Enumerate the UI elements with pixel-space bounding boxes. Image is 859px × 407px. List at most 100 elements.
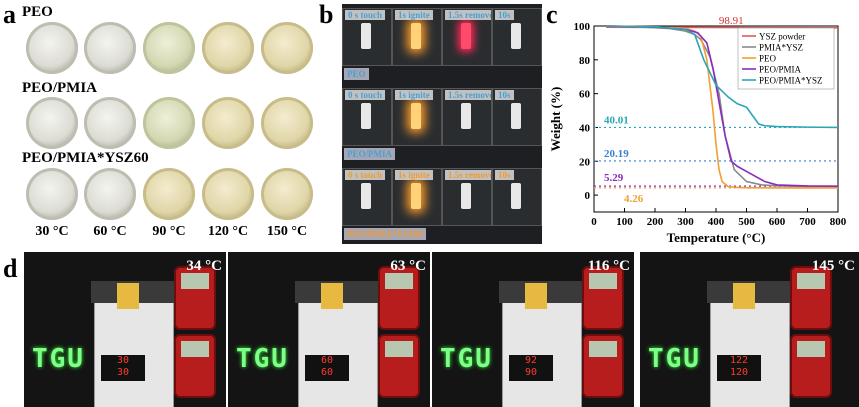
flame-test-frame: 10s xyxy=(492,88,542,146)
y-tick-label: 0 xyxy=(585,190,591,202)
petri-dish xyxy=(261,168,313,220)
flame-test-frame: 0 s touch xyxy=(342,88,392,146)
x-tick-label: 700 xyxy=(799,216,816,228)
hot-plate: 122 120 xyxy=(707,281,791,407)
petri-dish xyxy=(26,97,78,149)
y-tick-label: 20 xyxy=(579,156,591,168)
flame-test-grid: 0 s touch 1s ignite 1.5s remove 10s PEO 0 s t… xyxy=(342,4,542,244)
petri-dish xyxy=(143,22,195,74)
flame-sample-label: PEO/PMIA xyxy=(344,148,395,160)
y-tick-label: 100 xyxy=(574,21,591,33)
display-actual-value: 90 xyxy=(524,367,538,378)
dotted-level-label: 4.26 xyxy=(624,193,644,205)
petri-dish xyxy=(261,22,313,74)
flame-stage-label: 0 s touch xyxy=(345,170,386,180)
flame-test-frame: 1.5s remove xyxy=(442,88,492,146)
petri-dish xyxy=(84,22,136,74)
display-set-value: 92 xyxy=(524,355,538,366)
sample-film xyxy=(733,283,755,309)
led-sign: TGU xyxy=(648,344,701,374)
demo-temperature: 63 °C xyxy=(390,258,426,274)
hot-plate-display: 92 90 xyxy=(509,355,553,381)
ysz-value-label: 98.91 xyxy=(719,15,744,27)
petri-dish xyxy=(26,168,78,220)
flame-stage-label: 1.5s remove xyxy=(445,90,491,100)
panel-a-temp-4: 120 °C xyxy=(207,224,249,239)
flame-test-frame: 0 s touch xyxy=(342,8,392,66)
petri-dish xyxy=(84,97,136,149)
hot-plate: 92 90 xyxy=(499,281,583,407)
multimeter xyxy=(790,266,832,330)
petri-dish xyxy=(143,168,195,220)
x-tick-label: 500 xyxy=(738,216,755,228)
panel-a-temp-3: 90 °C xyxy=(152,224,186,239)
display-actual-value: 120 xyxy=(729,367,749,378)
tga-chart: 0 100 200 300 400 500 600 700 800 0 20 40 60 80 100 Tem… xyxy=(548,15,847,245)
flame-stage-label: 1s ignite xyxy=(395,10,433,20)
panel-a-temp-2: 60 °C xyxy=(93,224,127,239)
flame-stage-label: 0 s touch xyxy=(345,10,386,20)
display-set-value: 60 xyxy=(320,355,334,366)
hot-plate: 30 30 xyxy=(91,281,175,407)
x-tick-label: 0 xyxy=(591,216,597,228)
flame-test-frame: 10s xyxy=(492,168,542,226)
multimeter xyxy=(582,334,624,398)
x-tick-label: 400 xyxy=(708,216,725,228)
flame-test-frame: 1s ignite xyxy=(392,168,442,226)
x-tick-label: 200 xyxy=(647,216,664,228)
flame-test-frame: 1.5s remove xyxy=(442,8,492,66)
hot-plate: 60 60 xyxy=(295,281,379,407)
legend-entry: PEO xyxy=(759,54,777,64)
heating-demo-photo: 60 60 TGU 63 °C xyxy=(228,252,430,407)
led-sign: TGU xyxy=(32,344,85,374)
multimeter xyxy=(378,334,420,398)
display-actual-value: 60 xyxy=(320,367,334,378)
led-sign: TGU xyxy=(236,344,289,374)
legend-entry: PEO/PMIA*YSZ xyxy=(759,76,823,86)
heating-demo-photo: 30 30 TGU 34 °C xyxy=(24,252,226,407)
multimeter xyxy=(174,266,216,330)
legend-entry: PMIA*YSZ xyxy=(759,43,803,53)
demo-temperature: 116 °C xyxy=(587,258,630,274)
panel-c-label: c xyxy=(546,0,558,29)
x-tick-label: 100 xyxy=(616,216,633,228)
flame-test-frame: 10s xyxy=(492,8,542,66)
flame-test-frame: 1s ignite xyxy=(392,8,442,66)
y-tick-label: 40 xyxy=(579,122,591,134)
demo-temperature: 145 °C xyxy=(811,258,855,274)
dotted-level-label: 40.01 xyxy=(604,114,629,126)
petri-dish xyxy=(84,168,136,220)
led-sign: TGU xyxy=(440,344,493,374)
flame-stage-label: 10s xyxy=(495,10,514,20)
petri-dish xyxy=(202,168,254,220)
panel-a-row-title-1: PEO xyxy=(22,4,53,20)
flame-sample-label: PEO/PMIA*YSZ60 xyxy=(344,228,427,240)
legend-entry: PEO/PMIA xyxy=(759,65,802,75)
panel-a-row-title-2: PEO/PMIA xyxy=(22,80,97,96)
y-tick-label: 80 xyxy=(579,55,591,67)
panel-a-row-title-3: PEO/PMIA*YSZ60 xyxy=(22,150,149,166)
x-tick-label: 300 xyxy=(677,216,694,228)
flame-stage-label: 0 s touch xyxy=(345,90,386,100)
flame-stage-label: 10s xyxy=(495,90,514,100)
flame-test-frame: 1.5s remove xyxy=(442,168,492,226)
dotted-level-label: 20.19 xyxy=(604,148,629,160)
petri-dish xyxy=(261,97,313,149)
x-tick-label: 800 xyxy=(830,216,847,228)
flame-stage-label: 1.5s remove xyxy=(445,10,491,20)
panel-a-label: a xyxy=(3,0,16,29)
display-set-value: 122 xyxy=(729,355,749,366)
hot-plate-display: 122 120 xyxy=(717,355,761,381)
flame-stage-label: 1s ignite xyxy=(395,170,433,180)
panel-d-label: d xyxy=(3,254,18,283)
dotted-level-label: 5.29 xyxy=(604,172,624,184)
display-actual-value: 30 xyxy=(116,367,130,378)
panel-a-temp-5: 150 °C xyxy=(266,224,308,239)
sample-film xyxy=(525,283,547,309)
display-set-value: 30 xyxy=(116,355,130,366)
multimeter xyxy=(582,266,624,330)
hot-plate-display: 60 60 xyxy=(305,355,349,381)
petri-dish xyxy=(143,97,195,149)
petri-dish xyxy=(202,22,254,74)
hot-plate-display: 30 30 xyxy=(101,355,145,381)
